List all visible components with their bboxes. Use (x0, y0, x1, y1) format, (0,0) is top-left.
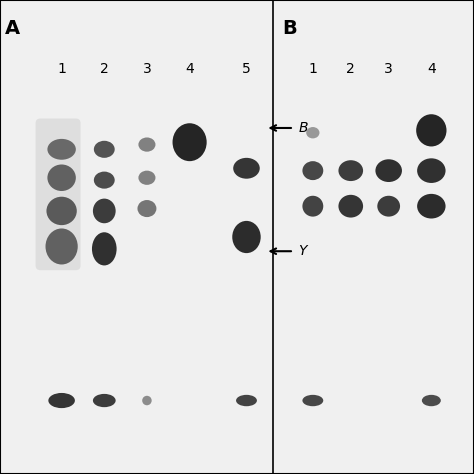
Ellipse shape (416, 114, 447, 146)
Text: A: A (5, 19, 20, 38)
Ellipse shape (48, 393, 75, 408)
Ellipse shape (422, 395, 441, 406)
Ellipse shape (94, 141, 115, 158)
Ellipse shape (338, 195, 363, 218)
Ellipse shape (302, 161, 323, 180)
Text: 2: 2 (100, 62, 109, 76)
Ellipse shape (93, 199, 116, 223)
Text: 1: 1 (57, 62, 66, 76)
Ellipse shape (142, 396, 152, 405)
Text: Y: Y (299, 244, 307, 258)
Ellipse shape (47, 164, 76, 191)
Text: B: B (299, 121, 308, 135)
Ellipse shape (92, 232, 117, 265)
Ellipse shape (375, 159, 402, 182)
Text: 4: 4 (427, 62, 436, 76)
Ellipse shape (93, 394, 116, 407)
Ellipse shape (338, 160, 363, 181)
Ellipse shape (94, 172, 115, 189)
Text: 2: 2 (346, 62, 355, 76)
Ellipse shape (46, 228, 78, 264)
Ellipse shape (233, 158, 260, 179)
Text: B: B (282, 19, 297, 38)
Ellipse shape (377, 196, 400, 217)
Text: 1: 1 (309, 62, 317, 76)
Text: 3: 3 (384, 62, 393, 76)
Ellipse shape (138, 137, 155, 152)
Ellipse shape (232, 221, 261, 253)
Ellipse shape (306, 127, 319, 138)
Ellipse shape (236, 395, 257, 406)
Ellipse shape (137, 200, 156, 217)
Ellipse shape (302, 196, 323, 217)
Ellipse shape (417, 194, 446, 219)
Text: 3: 3 (143, 62, 151, 76)
FancyBboxPatch shape (36, 118, 81, 270)
Ellipse shape (417, 158, 446, 183)
Ellipse shape (46, 197, 77, 225)
Ellipse shape (302, 395, 323, 406)
Text: 5: 5 (242, 62, 251, 76)
Ellipse shape (138, 171, 155, 185)
Ellipse shape (47, 139, 76, 160)
Text: 4: 4 (185, 62, 194, 76)
Ellipse shape (173, 123, 207, 161)
